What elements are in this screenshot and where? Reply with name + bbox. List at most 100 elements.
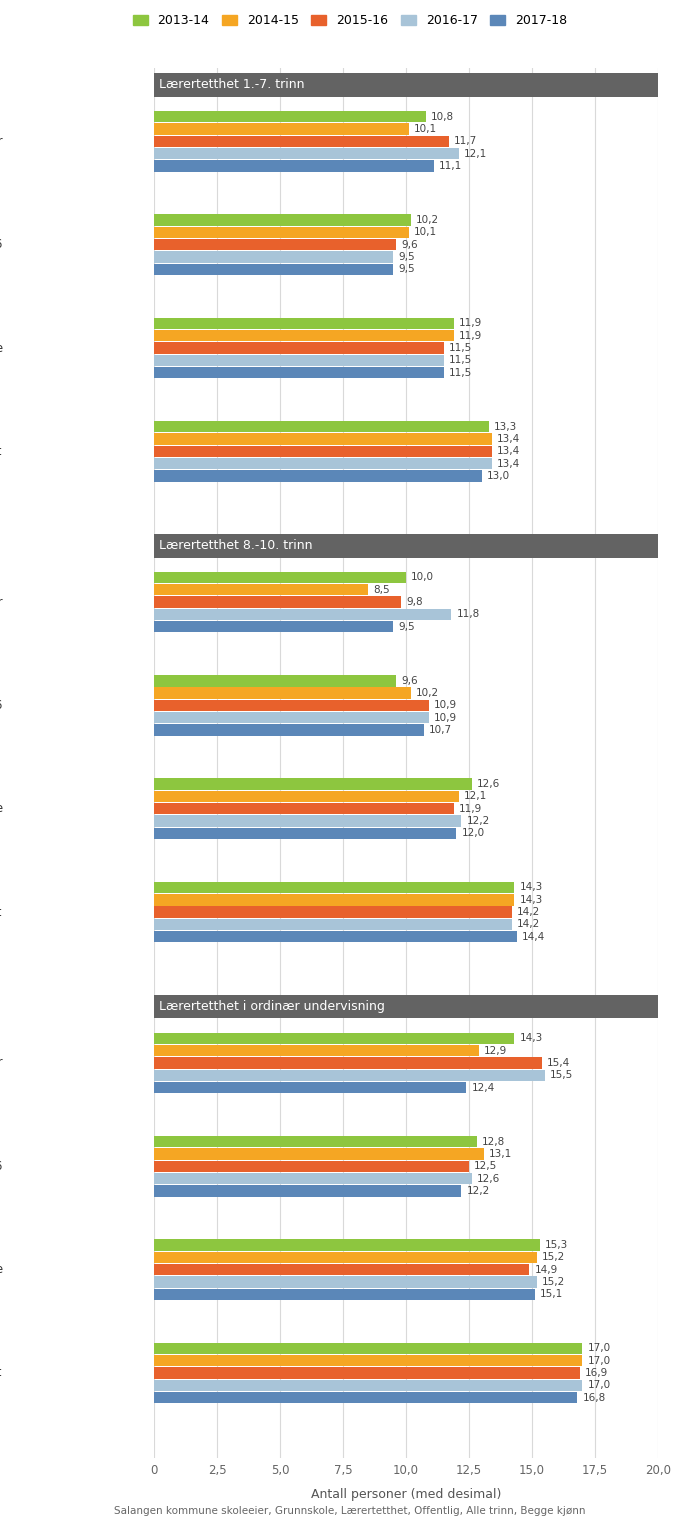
Bar <box>154 147 459 159</box>
Text: 9,6: 9,6 <box>401 240 418 249</box>
Text: Kommunegruppe 16: Kommunegruppe 16 <box>0 1159 3 1173</box>
Bar <box>154 533 658 557</box>
Bar <box>154 778 472 790</box>
Text: 15,2: 15,2 <box>542 1277 566 1287</box>
Text: 12,1: 12,1 <box>464 149 487 158</box>
Text: 10,1: 10,1 <box>414 228 437 237</box>
Text: 11,5: 11,5 <box>449 368 472 378</box>
Text: 13,4: 13,4 <box>497 459 520 469</box>
Text: 12,5: 12,5 <box>474 1161 497 1171</box>
Bar <box>154 1033 514 1044</box>
Text: 10,7: 10,7 <box>428 725 452 735</box>
Text: 16,8: 16,8 <box>582 1393 606 1402</box>
Text: Lærertetthet i ordinær undervisning: Lærertetthet i ordinær undervisning <box>159 1000 385 1013</box>
X-axis label: Antall personer (med desimal): Antall personer (med desimal) <box>311 1489 501 1501</box>
Text: 17,0: 17,0 <box>587 1381 610 1390</box>
Bar <box>154 251 393 263</box>
Text: 12,2: 12,2 <box>466 1186 490 1195</box>
Bar <box>154 1240 540 1250</box>
Text: Lærertetthet 1.-7. trinn: Lærertetthet 1.-7. trinn <box>159 79 304 91</box>
Text: 15,2: 15,2 <box>542 1252 566 1262</box>
Text: 11,7: 11,7 <box>454 137 477 146</box>
Bar <box>154 433 491 445</box>
Text: 11,1: 11,1 <box>439 161 462 172</box>
Bar <box>154 123 409 135</box>
Bar <box>154 791 459 802</box>
Bar <box>154 342 444 354</box>
Text: 9,8: 9,8 <box>406 597 423 608</box>
Text: 14,3: 14,3 <box>519 1033 542 1044</box>
Text: 9,6: 9,6 <box>401 676 418 685</box>
Text: Salangen kommune skoleeier, Grunnskole, Lærertetthet, Offentlig, Alle trinn, Beg: Salangen kommune skoleeier, Grunnskole, … <box>114 1505 586 1516</box>
Bar <box>154 712 428 723</box>
Text: Troms Romsa fylke: Troms Romsa fylke <box>0 802 3 816</box>
Bar <box>154 585 368 595</box>
Bar <box>154 421 489 433</box>
Bar <box>154 688 411 699</box>
Bar <box>154 161 434 172</box>
Bar <box>154 1379 582 1391</box>
Bar <box>154 330 454 342</box>
Text: 11,9: 11,9 <box>459 804 482 814</box>
Text: 11,9: 11,9 <box>459 331 482 340</box>
Bar <box>154 995 658 1018</box>
Bar <box>154 73 658 97</box>
Bar <box>154 368 444 378</box>
Bar <box>154 621 393 632</box>
Text: 14,2: 14,2 <box>517 919 540 930</box>
Bar <box>154 238 396 251</box>
Text: 17,0: 17,0 <box>587 1343 610 1353</box>
Text: Salangen kommune skoleeier: Salangen kommune skoleeier <box>0 135 3 147</box>
Bar <box>154 883 514 893</box>
Bar <box>154 1367 580 1379</box>
Text: Troms Romsa fylke: Troms Romsa fylke <box>0 342 3 354</box>
Bar <box>154 674 396 687</box>
Text: 13,4: 13,4 <box>497 447 520 456</box>
Text: 12,1: 12,1 <box>464 791 487 802</box>
Text: 13,0: 13,0 <box>486 471 510 482</box>
Bar <box>154 1045 479 1056</box>
Text: 10,2: 10,2 <box>416 688 439 699</box>
Bar <box>154 700 428 711</box>
Bar <box>154 214 411 226</box>
Bar <box>154 828 456 838</box>
Text: 10,2: 10,2 <box>416 216 439 225</box>
Bar <box>154 931 517 942</box>
Text: 11,8: 11,8 <box>456 609 480 620</box>
Text: 10,9: 10,9 <box>434 700 457 711</box>
Text: 16,9: 16,9 <box>585 1369 608 1378</box>
Bar <box>154 1288 535 1300</box>
Bar <box>154 804 454 814</box>
Text: Nasjonalt: Nasjonalt <box>0 445 3 457</box>
Bar <box>154 1276 537 1288</box>
Bar <box>154 1057 542 1068</box>
Bar <box>154 1161 469 1173</box>
Bar <box>154 471 482 482</box>
Bar <box>154 1185 461 1197</box>
Text: Kommunegruppe 16: Kommunegruppe 16 <box>0 238 3 251</box>
Legend: 2013-14, 2014-15, 2015-16, 2016-17, 2017-18: 2013-14, 2014-15, 2015-16, 2016-17, 2017… <box>127 9 573 32</box>
Bar <box>154 895 514 905</box>
Bar <box>154 1264 529 1276</box>
Bar <box>154 816 461 826</box>
Text: 13,3: 13,3 <box>494 422 517 431</box>
Text: 12,8: 12,8 <box>482 1136 505 1147</box>
Text: 11,9: 11,9 <box>459 319 482 328</box>
Text: 15,5: 15,5 <box>550 1071 573 1080</box>
Text: 10,9: 10,9 <box>434 712 457 723</box>
Text: 14,3: 14,3 <box>519 883 542 893</box>
Text: 13,4: 13,4 <box>497 434 520 444</box>
Text: 9,5: 9,5 <box>398 252 415 261</box>
Bar <box>154 1391 578 1404</box>
Text: 17,0: 17,0 <box>587 1355 610 1366</box>
Text: Salangen kommune skoleeier: Salangen kommune skoleeier <box>0 1056 3 1069</box>
Bar <box>154 725 424 735</box>
Text: 9,5: 9,5 <box>398 264 415 275</box>
Bar <box>154 264 393 275</box>
Bar <box>154 1173 472 1185</box>
Bar <box>154 1136 477 1147</box>
Text: 12,0: 12,0 <box>461 828 484 838</box>
Text: Troms Romsa fylke: Troms Romsa fylke <box>0 1264 3 1276</box>
Bar <box>154 1148 484 1159</box>
Text: 10,1: 10,1 <box>414 125 437 134</box>
